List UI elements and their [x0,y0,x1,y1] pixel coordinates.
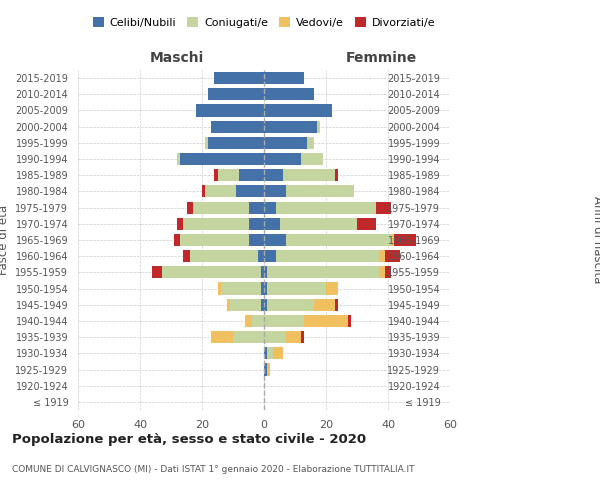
Bar [264,266,267,278]
Bar [264,315,304,327]
Bar [348,315,351,327]
Bar [248,234,264,246]
Bar [317,120,320,132]
Bar [264,234,286,246]
Bar [208,137,264,149]
Text: COMUNE DI CALVIGNASCO (MI) - Dati ISTAT 1° gennaio 2020 - Elaborazione TUTTITALI: COMUNE DI CALVIGNASCO (MI) - Dati ISTAT … [12,466,415,474]
Bar [258,250,264,262]
Bar [221,282,261,294]
Y-axis label: Fasce di età: Fasce di età [0,205,10,275]
Bar [277,250,379,262]
Bar [251,315,264,327]
Bar [264,72,304,84]
Bar [286,331,301,343]
Bar [385,266,391,278]
Bar [264,298,267,311]
Bar [267,348,274,360]
Bar [174,234,181,246]
Bar [267,266,379,278]
Bar [190,250,258,262]
Bar [233,331,264,343]
Text: Popolazione per età, sesso e stato civile - 2020: Popolazione per età, sesso e stato civil… [12,432,366,446]
Bar [376,202,391,213]
Legend: Celibi/Nubili, Coniugati/e, Vedovi/e, Divorziati/e: Celibi/Nubili, Coniugati/e, Vedovi/e, Di… [88,13,440,32]
Bar [214,169,218,181]
Bar [196,104,264,117]
Text: Femmine: Femmine [346,52,416,66]
Bar [218,169,239,181]
Bar [264,331,286,343]
Bar [230,298,261,311]
Bar [181,153,264,165]
Bar [301,153,323,165]
Bar [162,266,261,278]
Bar [202,186,205,198]
Bar [304,315,348,327]
Bar [264,364,267,376]
Bar [177,153,181,165]
Bar [264,104,332,117]
Bar [314,298,335,311]
Bar [264,202,277,213]
Bar [267,364,270,376]
Bar [264,250,277,262]
Bar [274,348,283,360]
Bar [218,282,221,294]
Bar [267,298,314,311]
Bar [264,348,267,360]
Bar [264,88,314,101]
Bar [205,137,208,149]
Bar [264,120,317,132]
Bar [261,298,264,311]
Bar [286,234,391,246]
Bar [184,250,190,262]
Bar [211,331,233,343]
Bar [277,202,376,213]
Text: Maschi: Maschi [150,52,204,66]
Bar [357,218,376,230]
Bar [187,202,193,213]
Bar [264,169,283,181]
Bar [184,218,248,230]
Bar [193,202,248,213]
Bar [264,137,307,149]
Bar [152,266,162,278]
Bar [236,186,264,198]
Bar [205,186,236,198]
Bar [264,218,280,230]
Bar [245,315,251,327]
Bar [335,169,338,181]
Bar [326,282,338,294]
Text: Anni di nascita: Anni di nascita [590,196,600,284]
Bar [261,266,264,278]
Bar [394,234,416,246]
Bar [267,282,326,294]
Bar [335,298,338,311]
Bar [264,186,286,198]
Bar [181,234,248,246]
Bar [385,250,400,262]
Bar [286,186,354,198]
Bar [379,250,385,262]
Bar [211,120,264,132]
Bar [283,169,335,181]
Bar [264,282,267,294]
Bar [391,234,394,246]
Bar [264,153,301,165]
Bar [379,266,385,278]
Bar [239,169,264,181]
Bar [307,137,314,149]
Bar [227,298,230,311]
Bar [280,218,357,230]
Bar [208,88,264,101]
Bar [248,202,264,213]
Bar [177,218,184,230]
Bar [248,218,264,230]
Bar [261,282,264,294]
Bar [301,331,304,343]
Bar [214,72,264,84]
